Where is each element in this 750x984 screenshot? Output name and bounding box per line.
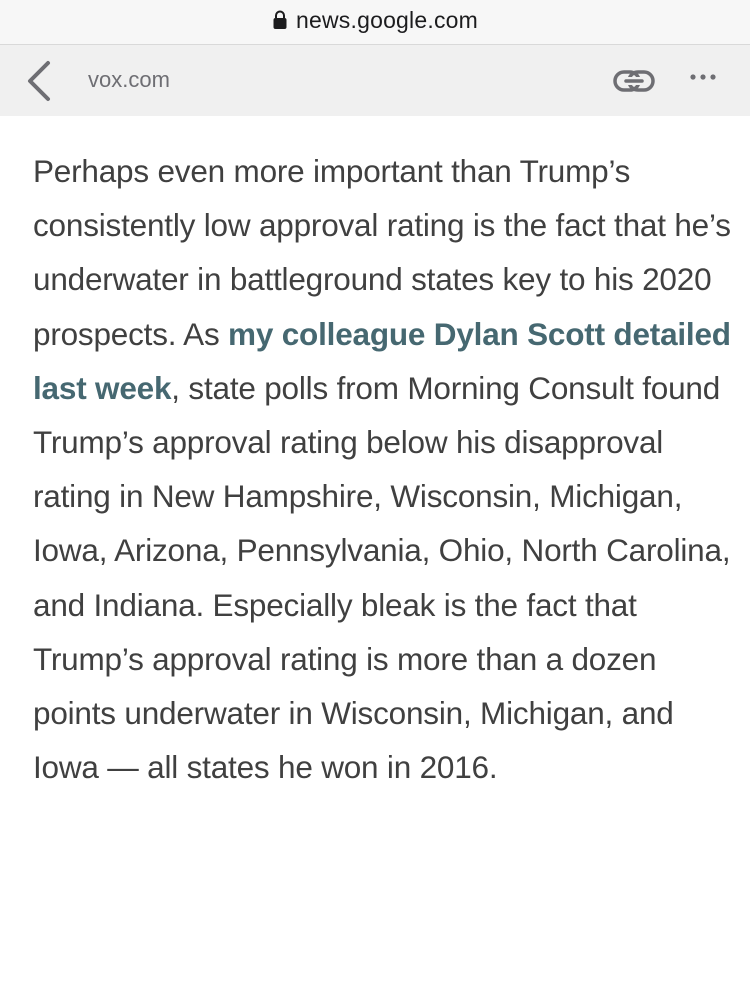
paragraph-text-after-link: , state polls from Morning Consult found…	[33, 369, 731, 786]
back-chevron-icon[interactable]	[24, 59, 54, 103]
url-text: news.google.com	[296, 6, 478, 33]
article-body: Perhaps even more important than Trump’s…	[33, 146, 733, 794]
url-display[interactable]: news.google.com	[272, 7, 478, 34]
lock-icon	[273, 10, 287, 29]
paragraph-text-before-link: Perhaps even more important than Trump’s…	[33, 153, 731, 352]
article-link-dylan-scott[interactable]: my colleague Dylan Scott detailed last w…	[33, 315, 731, 406]
amp-viewer-header: vox.com	[0, 44, 750, 116]
more-options-icon[interactable]	[688, 71, 718, 83]
link-icon[interactable]	[612, 65, 656, 97]
browser-url-bar[interactable]: news.google.com	[0, 0, 750, 44]
source-domain[interactable]: vox.com	[88, 67, 170, 92]
article-paragraph: Perhaps even more important than Trump’s…	[33, 144, 733, 794]
